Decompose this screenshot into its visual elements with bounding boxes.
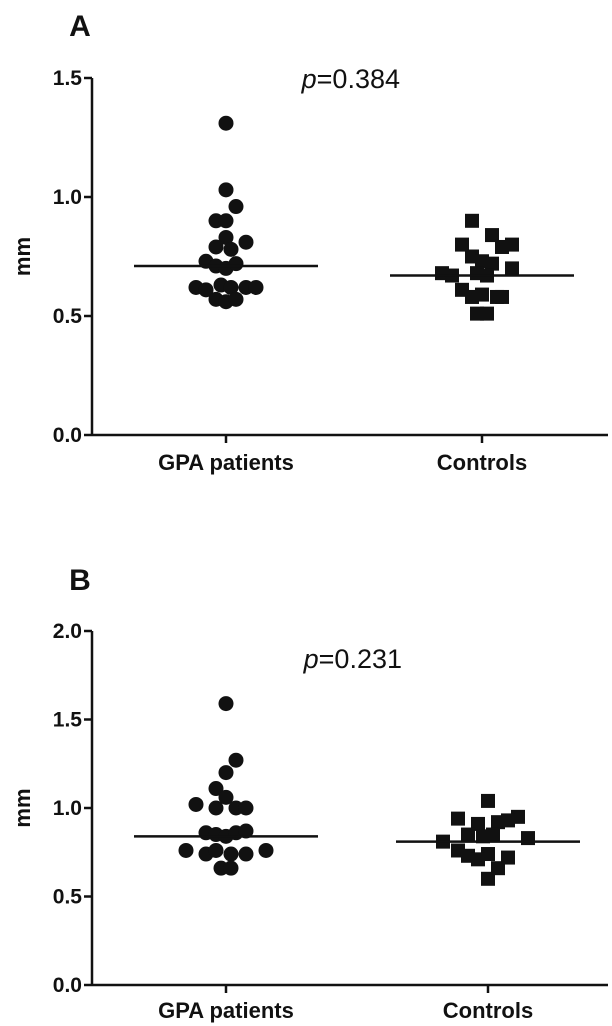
x-tick-label: Controls	[443, 998, 533, 1023]
data-point	[228, 256, 244, 272]
series-controls	[390, 213, 574, 321]
series-controls	[396, 793, 580, 886]
y-tick-label: 1.5	[53, 709, 83, 732]
data-point	[218, 765, 234, 781]
data-point	[208, 842, 224, 858]
data-point	[475, 287, 489, 302]
y-tick-label: 1.0	[53, 186, 82, 209]
data-point	[228, 199, 244, 215]
data-point	[471, 816, 485, 831]
panel-label: A	[69, 10, 91, 43]
data-point	[198, 282, 214, 298]
data-point	[471, 852, 485, 867]
x-tick-label: GPA patients	[158, 450, 294, 475]
data-point	[485, 256, 499, 271]
data-point	[228, 752, 244, 768]
data-point	[486, 827, 500, 842]
data-point	[481, 871, 495, 886]
data-point	[238, 234, 254, 250]
x-tick-label: Controls	[437, 450, 527, 475]
data-point	[208, 239, 224, 255]
data-point	[501, 813, 515, 828]
data-point	[491, 861, 505, 876]
data-point	[461, 827, 475, 842]
x-tick-label: GPA patients	[158, 998, 294, 1023]
data-point	[218, 213, 234, 229]
chart-panel-b: B 0.0 0.5 1.0 1.5 2.0 mm GPA patients Controls p=…	[10, 564, 608, 1023]
data-point	[218, 696, 234, 712]
data-point	[218, 182, 234, 198]
data-point	[218, 229, 234, 245]
data-point	[451, 811, 465, 826]
data-point	[465, 213, 479, 228]
data-point	[223, 241, 239, 257]
y-tick-label: 0.5	[53, 886, 83, 909]
data-point	[238, 800, 254, 816]
y-axis-label: mm	[10, 788, 35, 827]
y-tick-label: 1.0	[53, 797, 82, 820]
data-point	[495, 289, 509, 304]
chart-panel-a: A 0.0 0.5 1.0 1.5 mm GPA patients Controls p=0.3…	[10, 10, 608, 475]
y-axis-label: mm	[10, 237, 35, 276]
data-point	[481, 793, 495, 808]
y-tick-label: 0.5	[53, 305, 83, 328]
data-point	[485, 228, 499, 243]
data-point	[248, 279, 264, 295]
data-point	[238, 823, 254, 839]
panel-label: B	[69, 564, 91, 597]
data-point	[455, 237, 469, 252]
data-point	[208, 781, 224, 797]
data-point	[223, 860, 239, 876]
y-tick-label: 0.0	[53, 974, 82, 997]
data-point	[188, 796, 204, 812]
data-point	[178, 842, 194, 858]
series-gpa-patients	[134, 696, 318, 876]
y-tick-label: 1.5	[53, 67, 83, 90]
data-point	[238, 846, 254, 862]
y-tick-label: 0.0	[53, 424, 82, 447]
data-point	[208, 800, 224, 816]
p-value: =0.231	[319, 644, 402, 674]
data-point	[218, 789, 234, 805]
p-value-annotation: p=0.384	[301, 64, 400, 94]
data-point	[505, 237, 519, 252]
data-point	[505, 261, 519, 276]
data-point	[501, 850, 515, 865]
p-symbol: p	[303, 644, 319, 674]
data-point	[521, 831, 535, 846]
series-gpa-patients	[134, 115, 318, 310]
data-point	[218, 115, 234, 131]
data-point	[480, 306, 494, 321]
data-point	[228, 291, 244, 307]
p-value-annotation: p=0.231	[303, 644, 402, 674]
data-point	[258, 842, 274, 858]
data-point	[223, 279, 239, 295]
p-symbol: p	[301, 64, 317, 94]
data-point	[223, 846, 239, 862]
y-tick-label: 2.0	[53, 620, 82, 643]
p-value: =0.384	[317, 64, 400, 94]
